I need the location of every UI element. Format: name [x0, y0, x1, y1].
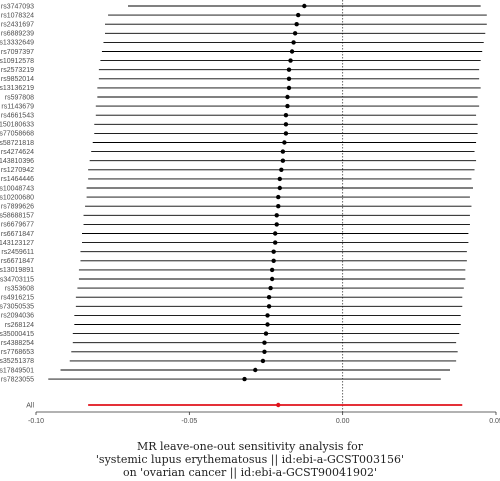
row-label: rs13019891	[0, 267, 34, 274]
estimate-point	[265, 313, 270, 318]
estimate-point	[285, 94, 290, 100]
estimate-point	[288, 58, 293, 63]
estimate-point	[266, 295, 272, 300]
estimate-point	[282, 140, 287, 145]
row-label: rs10048743	[0, 185, 34, 192]
row-label: rs597808	[5, 94, 34, 101]
estimate-point	[291, 40, 296, 45]
estimate-point	[277, 176, 282, 182]
row-label: rs73050535	[0, 304, 34, 311]
estimate-point	[294, 22, 299, 27]
row-label: rs1464446	[1, 176, 34, 183]
row-label: rs1078324	[1, 12, 34, 19]
forest-plot: rs3747093 rs1078324 rs2431697 rs6889239 rs13…	[0, 0, 500, 425]
estimate-point	[271, 258, 276, 263]
row-label: rs353608	[5, 285, 34, 292]
estimate-point	[271, 249, 276, 254]
row-label: rs4661543	[1, 113, 34, 120]
estimate-point	[263, 331, 269, 336]
overall-estimate-point	[276, 402, 281, 408]
row-label: rs7768653	[1, 349, 34, 356]
estimate-point	[286, 67, 292, 72]
row-label: rs7823055	[1, 376, 34, 383]
row-label: rs143810396	[0, 158, 34, 165]
estimate-point	[274, 222, 279, 227]
x-axis: -0.10 -0.05 0.00 0.05	[28, 411, 500, 425]
estimate-point	[262, 349, 267, 354]
row-label: rs2573219	[1, 67, 34, 74]
estimate-point	[269, 267, 275, 273]
estimate-point	[280, 149, 286, 154]
row-label: rs58688157	[0, 213, 34, 220]
estimate-point	[268, 285, 273, 291]
estimate-point	[289, 49, 295, 54]
row-label: rs6671847	[1, 258, 34, 265]
row-label: rs2431697	[1, 22, 34, 29]
row-label: rs1143679	[1, 103, 34, 110]
x-tick-label: 0.00	[336, 418, 350, 425]
estimate-point	[273, 231, 278, 236]
estimate-point	[286, 85, 292, 91]
row-label: rs4916215	[1, 295, 34, 302]
estimate-point	[242, 376, 247, 382]
row-label: rs2094036	[1, 313, 34, 320]
row-label: rs2459611	[1, 249, 34, 256]
rows-layer: rs3747093 rs1078324 rs2431697 rs6889239 rs13…	[0, 0, 487, 412]
estimate-point	[260, 358, 266, 364]
row-label: rs35000415	[0, 331, 34, 338]
estimate-point	[296, 12, 301, 18]
row-label: rs13332649	[0, 40, 34, 47]
row-label: rs58721818	[0, 140, 34, 147]
estimate-point	[286, 76, 292, 82]
estimate-point	[265, 322, 270, 327]
row-label: rs9852014	[1, 76, 34, 83]
row-label: rs1270942	[1, 167, 34, 174]
estimate-point	[262, 340, 267, 345]
row-label: rs4388254	[1, 340, 34, 347]
estimate-point	[302, 3, 307, 9]
row-label: rs6889239	[1, 31, 34, 38]
estimate-point	[277, 185, 282, 191]
row-label: rs13136219	[0, 85, 34, 92]
estimate-point	[279, 167, 284, 172]
estimate-point	[253, 367, 258, 373]
row-label: rs4274624	[1, 149, 34, 156]
row-label: rs17849501	[0, 367, 34, 374]
estimate-point	[283, 122, 289, 127]
estimate-point	[283, 113, 289, 118]
overall-label: All	[26, 402, 34, 409]
row-label: rs7899626	[1, 204, 34, 211]
estimate-point	[273, 240, 278, 245]
estimate-point	[292, 31, 298, 36]
caption-line-2: 'systemic lupus erythematosus || id:ebi-…	[95, 453, 405, 466]
estimate-point	[276, 204, 281, 209]
row-label: rs10912578	[0, 58, 34, 65]
row-label: rs10200680	[0, 194, 34, 201]
caption-line-3: on 'ovarian cancer || id:ebi-a-GCST90041…	[122, 466, 378, 479]
row-label: rs35251378	[0, 358, 34, 365]
row-label: rs77058668	[0, 131, 34, 138]
caption-line-1: MR leave-one-out sensitivity analysis fo…	[136, 440, 364, 453]
caption: MR leave-one-out sensitivity analysis fo…	[0, 440, 500, 479]
row-label: rs6679677	[1, 222, 34, 229]
row-label: rs6671847	[1, 231, 34, 238]
estimate-point	[274, 213, 279, 218]
x-tick-label: -0.10	[28, 418, 44, 425]
row-label: rs150180633	[0, 122, 34, 129]
row-label: rs143123127	[0, 240, 34, 247]
row-label: rs3747093	[1, 3, 34, 10]
estimate-point	[276, 194, 281, 200]
estimate-point	[280, 158, 286, 163]
x-tick-label: -0.05	[181, 418, 197, 425]
row-label: rs268124	[5, 322, 34, 329]
x-tick-label: 0.05	[489, 418, 500, 425]
estimate-point	[283, 131, 289, 136]
row-label: rs7097397	[1, 49, 34, 56]
estimate-point	[269, 276, 275, 282]
estimate-point	[285, 103, 290, 109]
estimate-point	[266, 304, 272, 309]
row-label: rs34703115	[0, 276, 34, 283]
